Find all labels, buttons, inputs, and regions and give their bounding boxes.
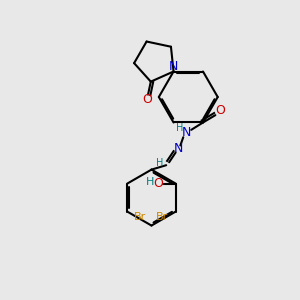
Text: O: O [154, 177, 164, 190]
Text: H: H [176, 123, 183, 134]
Text: N: N [169, 60, 178, 73]
Text: H: H [146, 177, 154, 187]
Text: O: O [142, 93, 152, 106]
Text: O: O [216, 104, 226, 117]
Text: Br: Br [156, 212, 169, 222]
Text: H: H [156, 158, 164, 168]
Text: N: N [182, 126, 191, 139]
Text: N: N [173, 142, 183, 155]
Text: Br: Br [134, 212, 147, 222]
